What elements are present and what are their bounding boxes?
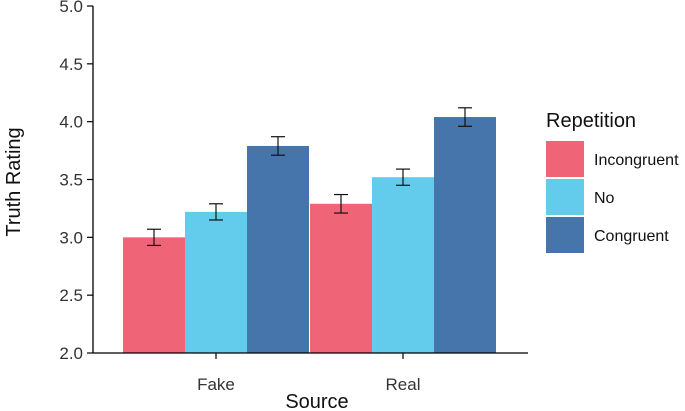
legend-label-incongruent: Incongruent [594,152,679,169]
legend-label-congruent: Congruent [594,228,669,245]
x-tick-label: Fake [197,375,235,394]
legend-swatch-no [546,179,584,215]
y-tick-label: 5.0 [59,0,83,16]
plot-area [123,107,496,353]
y-tick-label: 4.0 [59,113,83,132]
legend: Repetition Incongruent No Congruent [546,110,679,253]
y-tick-label: 3.0 [59,228,83,247]
y-tick-label: 3.5 [59,171,83,190]
error-bar [147,228,161,247]
legend-swatch-congruent [546,217,584,253]
y-tick-label: 4.5 [59,55,83,74]
bar-real-congruent [434,117,496,353]
y-axis-ticks: 2.0 2.5 3.0 3.5 4.0 4.5 5.0 [59,0,93,363]
bar-real-no [372,177,434,353]
y-axis-title: Truth Rating [3,127,25,236]
error-bar [334,193,348,214]
error-bar [458,107,472,127]
x-axis-title: Source [285,391,348,411]
bar-real-incongruent [310,203,372,353]
legend-swatch-incongruent [546,141,584,177]
bar-fake-incongruent [123,237,185,353]
y-tick-label: 2.5 [59,286,83,305]
bar-fake-no [185,211,247,353]
x-axis-ticks: Fake Real [197,353,420,394]
error-bar [209,203,223,221]
x-tick-label: Real [386,375,421,394]
y-tick-label: 2.0 [59,344,83,363]
error-bar [271,136,285,156]
bar-fake-congruent [247,145,309,353]
error-bar [396,168,410,186]
legend-title: Repetition [546,110,636,132]
legend-label-no: No [594,190,615,207]
